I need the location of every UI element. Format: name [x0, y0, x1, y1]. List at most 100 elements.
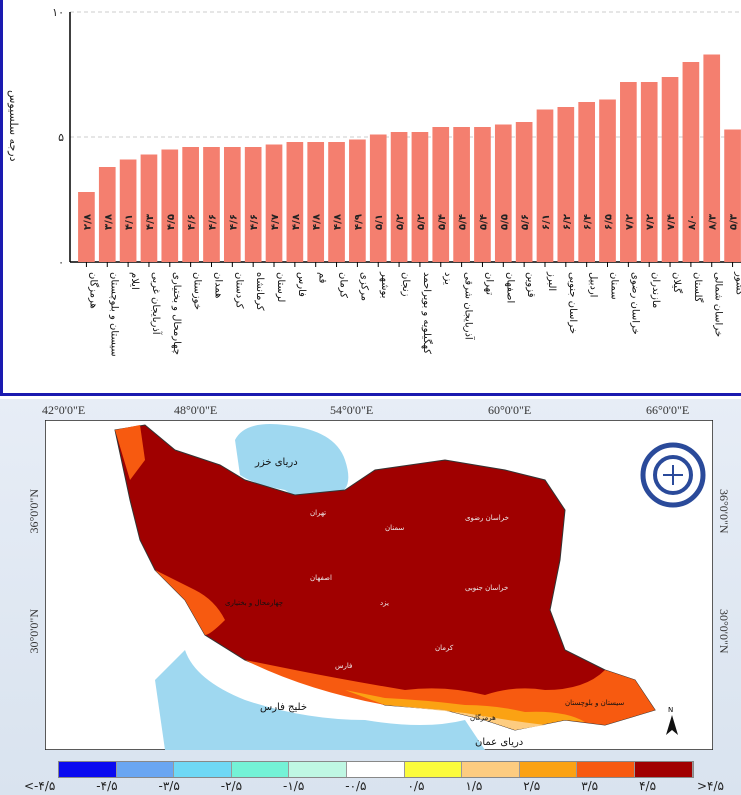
bar	[474, 127, 491, 262]
warmer-band	[345, 690, 585, 730]
bar-value-label: ۷/۲	[624, 214, 635, 230]
warm-band	[245, 660, 655, 730]
legend-label: -۱/۵	[283, 779, 305, 793]
x-category-label: کرمان	[338, 272, 349, 298]
x-category-label: بوشهر	[379, 271, 390, 298]
bar-value-label: ۵/۶	[520, 214, 531, 230]
bar	[620, 82, 637, 262]
lon-label: 66°0'0"E	[646, 403, 690, 417]
bar	[286, 142, 304, 262]
y-tick-label: ۱۰	[52, 6, 64, 19]
x-category-label: خراسان رضوی	[629, 272, 640, 335]
x-category-label: قزوین	[525, 272, 536, 298]
bar-value-label: ۴/۶	[187, 214, 198, 230]
bar-value-label: ۴/۶	[249, 214, 260, 230]
x-category-label: فارس	[296, 272, 307, 297]
bar	[369, 134, 387, 262]
province-label: خراسان جنوبی	[465, 584, 508, 592]
legend-labels: <-۴/۵ -۴/۵ -۳/۵ -۲/۵ -۱/۵ -۰/۵ ۰/۵ ۱/۵ ۲/۵ ۳/۵ ۴/۵…	[24, 779, 724, 793]
bar	[203, 147, 220, 262]
oman-label: دریای عمان	[475, 737, 523, 748]
bar	[244, 147, 262, 262]
bar	[640, 82, 658, 262]
map-panel: 42°0'0"E 48°0'0"E 54°0'0"E 60°0'0"E 66°0…	[0, 399, 741, 795]
bar	[161, 149, 179, 262]
legend-swatch	[174, 762, 232, 777]
x-category-label: مرکزی	[358, 272, 369, 301]
bar-value-label: ۵/۵	[499, 214, 510, 230]
bar-value-label: ۶/۱	[541, 214, 552, 230]
bar-value-label: ۴/۸	[291, 214, 302, 230]
color-legend	[58, 761, 694, 778]
bar	[599, 99, 616, 262]
bar	[515, 122, 533, 262]
province-label: تهران	[310, 509, 326, 517]
province-label: هرمزگان	[470, 713, 496, 722]
y-axis-label: درجه سلسیوس	[7, 90, 20, 162]
bar	[536, 109, 554, 262]
x-category-label: چهارمحال و بختیاری	[171, 272, 182, 355]
x-category-label: خراسان شمالی	[713, 272, 724, 337]
x-category-label: کشور	[734, 271, 741, 296]
bar-value-label: ۵/۲	[416, 214, 427, 230]
legend-swatch	[519, 762, 578, 777]
x-category-label: لرستان	[275, 272, 286, 302]
bar	[119, 159, 137, 262]
legend-label: -۴/۵	[96, 779, 118, 793]
bar-value-label: ۴/۹	[353, 214, 364, 230]
temperature-anomaly-map: دریای خزر خلیج فارس دریای عمان خراسان رض…	[45, 420, 713, 750]
x-category-label: یزد	[442, 272, 453, 285]
x-category-label: خراسان جنوبی	[567, 272, 578, 334]
legend-swatch	[116, 762, 175, 777]
x-category-label: تهران	[483, 272, 494, 295]
legend-label: ۱/۵	[465, 779, 483, 793]
legend-label: -۲/۵	[220, 779, 243, 793]
y-tick-label: ۵	[58, 131, 64, 144]
province-label: سیستان و بلوچستان	[565, 699, 624, 707]
legend-label: ۰/۵	[407, 779, 425, 793]
svg-text:N: N	[668, 706, 673, 714]
legend-label: <-۴/۵	[24, 779, 56, 793]
bar-value-label: ۲/۸	[82, 214, 93, 230]
bar-value-label: ۴/۶	[207, 214, 218, 230]
bar-value-label: ۶/۴	[583, 214, 594, 230]
province-label: خراسان رضوی	[465, 514, 509, 522]
legend-label: -۳/۵	[158, 779, 180, 793]
province-label: اصفهان	[310, 574, 332, 582]
bar-value-label: ۴/۸	[312, 214, 323, 230]
lon-label: 54°0'0"E	[330, 403, 374, 417]
x-category-label: البرز	[546, 271, 557, 291]
x-category-label: کردستان	[233, 272, 244, 309]
bar-chart: ۰ ۵ ۱۰ ۲/۸ هرمزگان ۳/۸ سیستان و بلوچستان ۴/۱ ایل…	[52, 6, 741, 357]
bar	[307, 142, 325, 262]
bar-value-label: ۸/۳	[708, 214, 719, 230]
x-category-label: زنجان	[400, 272, 411, 297]
lon-label: 42°0'0"E	[42, 403, 86, 417]
x-category-label: خوزستان	[192, 272, 203, 310]
north-arrow-icon: N	[666, 706, 678, 735]
x-category-label: همدان	[212, 272, 223, 298]
bar-value-label: ۵/۴	[458, 214, 469, 230]
x-category-label: آذربایجان شرقی	[463, 272, 476, 341]
lat-label: 30°0'0"N	[717, 609, 731, 654]
bar-value-label: ۷/۲	[645, 214, 656, 230]
bar	[682, 62, 700, 262]
bar-value-label: ۵/۴	[478, 214, 489, 230]
legend-label: >۴/۵	[697, 779, 724, 793]
bar-value-label: ۴/۷	[270, 214, 281, 230]
lon-label: 60°0'0"E	[488, 403, 532, 417]
y-tick-label: ۰	[58, 256, 64, 269]
x-category-label: گلستان	[692, 272, 704, 303]
bar	[328, 142, 345, 262]
bar	[411, 132, 429, 262]
x-category-label: کرمانشاه	[254, 272, 265, 311]
x-category-label: ایلام	[129, 272, 140, 290]
legend-swatch	[577, 762, 635, 777]
bar	[349, 139, 366, 262]
bar-value-label: ۴/۱	[124, 214, 135, 230]
bar-value-label: ۵/۲	[395, 214, 406, 230]
caspian-sea	[235, 424, 349, 499]
bar-value-label: ۴/۳	[145, 214, 156, 230]
bar	[661, 77, 679, 262]
bar-chart-panel: ۰ ۵ ۱۰ ۲/۸ هرمزگان ۳/۸ سیستان و بلوچستان ۴/۱ ایل…	[0, 0, 741, 396]
